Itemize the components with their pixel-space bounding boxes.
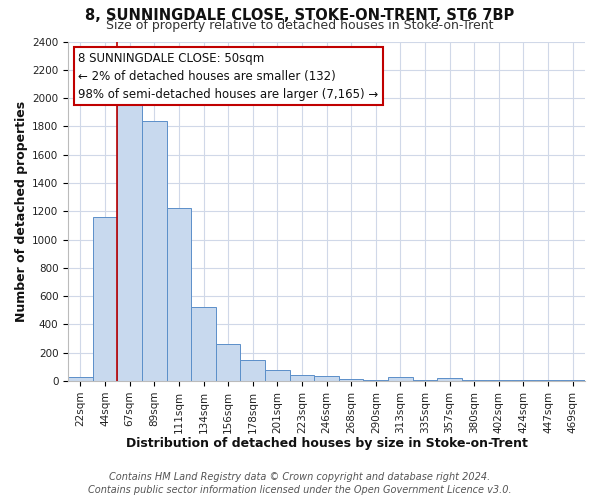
Text: Size of property relative to detached houses in Stoke-on-Trent: Size of property relative to detached ho…: [106, 19, 494, 32]
Bar: [413, 380, 437, 381]
Bar: [93, 217, 118, 381]
Bar: [364, 380, 388, 381]
Bar: [388, 376, 413, 381]
Bar: [560, 380, 585, 381]
Bar: [437, 378, 462, 381]
Bar: [339, 379, 364, 381]
Bar: [142, 120, 167, 381]
Y-axis label: Number of detached properties: Number of detached properties: [15, 100, 28, 322]
Bar: [167, 208, 191, 381]
Bar: [216, 344, 241, 381]
Bar: [290, 374, 314, 381]
Bar: [241, 360, 265, 381]
Bar: [487, 380, 511, 381]
Bar: [536, 380, 560, 381]
Text: 8 SUNNINGDALE CLOSE: 50sqm
← 2% of detached houses are smaller (132)
98% of semi: 8 SUNNINGDALE CLOSE: 50sqm ← 2% of detac…: [79, 52, 379, 100]
Bar: [511, 380, 536, 381]
Bar: [68, 378, 93, 381]
Bar: [265, 370, 290, 381]
Bar: [314, 376, 339, 381]
X-axis label: Distribution of detached houses by size in Stoke-on-Trent: Distribution of detached houses by size …: [125, 437, 527, 450]
Text: Contains HM Land Registry data © Crown copyright and database right 2024.
Contai: Contains HM Land Registry data © Crown c…: [88, 472, 512, 495]
Bar: [118, 105, 142, 381]
Text: 8, SUNNINGDALE CLOSE, STOKE-ON-TRENT, ST6 7BP: 8, SUNNINGDALE CLOSE, STOKE-ON-TRENT, ST…: [85, 8, 515, 22]
Bar: [462, 380, 487, 381]
Bar: [191, 308, 216, 381]
